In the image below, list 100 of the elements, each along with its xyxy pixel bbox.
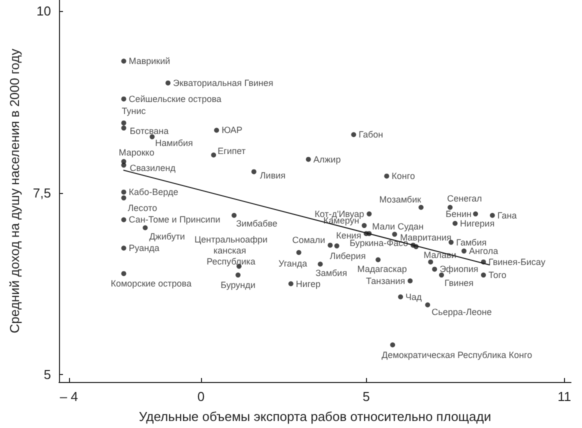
point <box>480 272 486 278</box>
data-label: Мадагаскар <box>357 264 407 274</box>
x-axis-title: Удельные объемы экспорта рабов относительно площади <box>138 409 492 424</box>
point <box>392 232 398 237</box>
point <box>384 174 390 179</box>
x-tick-label: 5 <box>362 389 370 404</box>
data-label: Коморские острова <box>110 278 192 289</box>
point <box>432 266 438 272</box>
point <box>121 217 126 222</box>
data-label: Ботсвана <box>130 126 169 136</box>
point <box>418 204 424 210</box>
y-tick-label: 7,5 <box>32 185 51 200</box>
data-label: Ангола <box>468 246 498 256</box>
data-label: Конго <box>392 171 415 182</box>
y-tick-label: 5 <box>44 367 51 382</box>
data-label: Либерия <box>330 250 366 261</box>
point <box>390 342 396 348</box>
data-label: Сьерра-Леоне <box>432 306 492 317</box>
data-label: Руанда <box>128 243 160 254</box>
data-label: Лесото <box>128 202 158 213</box>
point <box>490 212 495 218</box>
data-label: Демократическая Республика Конго <box>382 350 532 360</box>
data-label: Зимбабве <box>236 218 278 228</box>
data-label: Нигерия <box>460 218 495 228</box>
point <box>121 190 126 195</box>
point <box>318 262 323 267</box>
data-label: Нигер <box>296 278 321 289</box>
point <box>296 250 302 255</box>
data-label: Экваториальная Гвинея <box>173 78 274 88</box>
data-label: Ливия <box>260 170 286 181</box>
point <box>473 211 478 216</box>
data-label: Того <box>488 270 506 280</box>
point <box>398 294 404 300</box>
point <box>214 128 220 133</box>
data-label: Свазиленд <box>130 163 176 174</box>
data-label: Бенин <box>446 208 472 219</box>
point <box>121 96 126 102</box>
point <box>376 257 381 262</box>
data-label: Габон <box>358 130 384 140</box>
point <box>236 272 241 278</box>
data-label: Марокко <box>118 148 154 158</box>
point <box>328 242 333 248</box>
point <box>121 195 126 200</box>
data-label: Гвинея <box>444 278 474 288</box>
point <box>461 248 466 254</box>
data-label: Гана <box>497 210 517 220</box>
x-tick-label: 11 <box>558 389 572 404</box>
point <box>121 271 126 276</box>
point <box>121 58 126 64</box>
data-label: Гвинея-Бисау <box>488 256 546 267</box>
data-label: Мозамбик <box>379 194 422 204</box>
data-label: Тунис <box>122 106 146 116</box>
data-label: Намибия <box>155 138 194 148</box>
point <box>452 220 458 226</box>
data-label: Бурунди <box>220 280 256 290</box>
data-label: Эфиопия <box>440 264 478 274</box>
data-label: Малави <box>424 250 456 260</box>
point <box>362 223 367 228</box>
point <box>142 225 148 230</box>
data-label: Джибути <box>149 232 185 242</box>
point <box>306 156 311 162</box>
point <box>428 259 434 264</box>
point <box>288 281 294 286</box>
data-label: Сомали <box>292 235 326 246</box>
point <box>448 204 453 210</box>
point <box>166 80 171 86</box>
data-label: Уганда <box>278 258 308 268</box>
data-label: Гамбия <box>456 237 487 248</box>
point <box>121 162 126 168</box>
point <box>232 212 237 218</box>
point <box>121 120 126 126</box>
data-label: Сан-Томе и Принсипи <box>128 214 220 225</box>
data-label: Кения <box>336 230 362 241</box>
data-label: Кабо-Верде <box>128 187 178 198</box>
data-label: Замбия <box>315 268 348 278</box>
data-label: Мали <box>372 222 396 232</box>
point <box>334 243 340 248</box>
point <box>351 132 356 138</box>
data-label: Центральноафриканская Республика <box>194 234 268 266</box>
point <box>366 211 372 216</box>
point <box>150 134 155 140</box>
data-label: Сенегал <box>447 193 482 204</box>
data-label: Судан <box>398 221 424 232</box>
data-label: ЮАР <box>222 125 242 136</box>
point <box>425 302 430 308</box>
point <box>211 152 216 158</box>
x-tick-label: – 4 <box>60 389 78 404</box>
point <box>251 169 256 174</box>
data-label: Сейшельские острова <box>128 94 222 104</box>
y-axis-title: Средний доход на душу населения в 2000 году <box>7 48 22 334</box>
data-label: Маврикий <box>128 56 170 66</box>
y-tick-label: 10 <box>36 3 51 18</box>
point <box>121 246 126 251</box>
data-label: Чад <box>406 292 423 302</box>
data-label: Алжир <box>313 154 341 164</box>
x-tick-label: 0 <box>197 389 205 404</box>
point <box>121 126 126 131</box>
data-label: Танзания <box>366 276 406 286</box>
point <box>408 278 413 284</box>
data-label: Египет <box>218 146 246 156</box>
